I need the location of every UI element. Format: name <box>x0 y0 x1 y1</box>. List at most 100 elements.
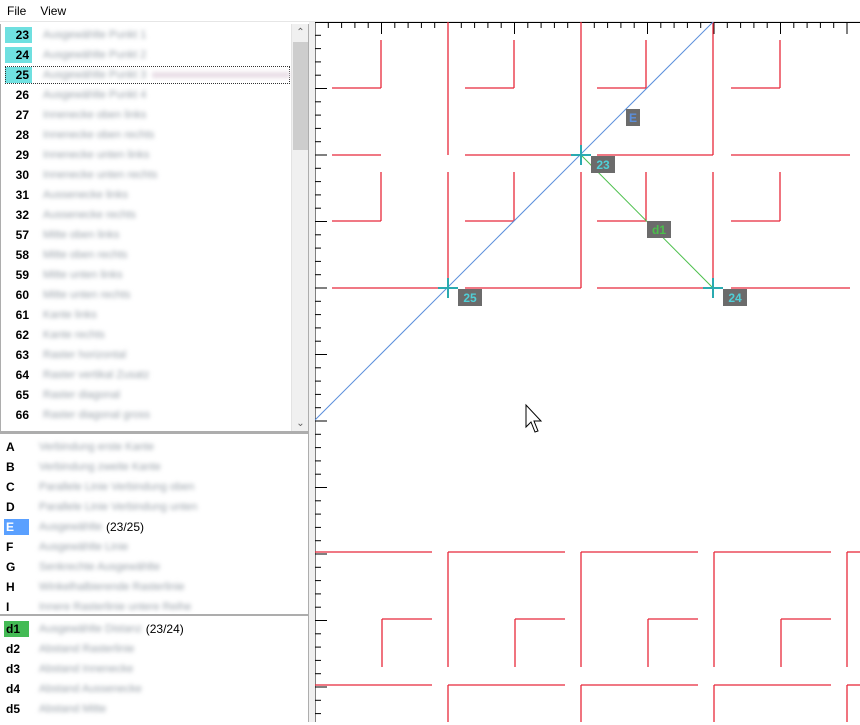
canvas-svg[interactable]: Ed1 23 24 25 <box>314 21 860 722</box>
distance-row[interactable]: d2 Abstand Rasterlinie <box>4 640 294 658</box>
line-row[interactable]: F Ausgewählte Linie <box>4 538 294 556</box>
line-tag: H <box>6 580 15 594</box>
distance-tag: d2 <box>6 642 21 656</box>
distance-desc: Abstand Innenecke <box>39 663 134 675</box>
point-row[interactable]: 57 Mitte oben links <box>5 226 290 244</box>
point-row[interactable]: 26 Ausgewählte Punkt 4 <box>5 86 290 104</box>
point-row[interactable]: 24 Ausgewählte Punkt 2 <box>5 46 290 64</box>
point-label: Ausgewählte Punkt 1 <box>43 29 147 41</box>
point-row[interactable]: 29 Innenecke unten links <box>5 146 290 164</box>
point-row[interactable]: 30 Innenecke unten rechts <box>5 166 290 184</box>
line-tag: B <box>6 460 15 474</box>
line-tag: A <box>6 440 15 454</box>
distance-tag: d3 <box>6 662 21 676</box>
point-label: Kante rechts <box>43 329 105 341</box>
line-desc: Senkrechte Ausgewählte <box>39 561 161 573</box>
point-number: 28 <box>15 128 29 142</box>
line-tag: E <box>4 519 29 535</box>
point-list-scrollbar[interactable]: ⌃ ⌄ <box>291 24 308 431</box>
point-label: Innenecke unten rechts <box>43 169 158 181</box>
distance-d1-label-bg <box>647 221 671 238</box>
point-label: Mitte unten links <box>43 269 123 281</box>
point-number: 59 <box>15 268 29 282</box>
line-row[interactable]: C Parallele Linie Verbindung oben <box>4 478 294 496</box>
point-number: 62 <box>15 328 29 342</box>
line-desc: Winkelhalbierende Rasterlinie <box>39 581 185 593</box>
point-number: 65 <box>15 388 29 402</box>
point-number: 61 <box>15 308 29 322</box>
point-row[interactable]: 25 Ausgewählte Punkt 3 <box>5 66 290 84</box>
line-e-label-bg <box>626 109 640 126</box>
distance-desc: Abstand Rasterlinie <box>39 643 135 655</box>
point-row[interactable]: 27 Innenecke oben links <box>5 106 290 124</box>
distance-list[interactable]: d1 Ausgewählte Distanz (23/24) d2 Abstand Ra… <box>0 614 309 722</box>
line-list[interactable]: A Verbindung erste Kante B Verbindung zweit… <box>0 432 309 614</box>
point-number: 29 <box>15 148 29 162</box>
point-number: 60 <box>15 288 29 302</box>
point-label: Ausgewählte Punkt 4 <box>43 89 147 101</box>
point-number: 63 <box>15 348 29 362</box>
point-row[interactable]: 28 Innenecke oben rechts <box>5 126 290 144</box>
point-row[interactable]: 64 Raster vertikal Zusatz <box>5 366 290 384</box>
line-row[interactable]: I Innere Rasterlinie untere Reihe <box>4 598 294 616</box>
line-row[interactable]: E Ausgewählte (23/25) <box>4 518 294 536</box>
distance-row[interactable]: d5 Abstand Mitte <box>4 700 294 718</box>
point-label: Innenecke oben links <box>43 109 147 121</box>
distance-extra: (23/24) <box>145 622 184 636</box>
point-row[interactable]: 23 Ausgewählte Punkt 1 <box>5 26 290 44</box>
distance-row[interactable]: d4 Abstand Aussenecke <box>4 680 294 698</box>
point-row[interactable]: 62 Kante rechts <box>5 326 290 344</box>
point-number: 24 <box>5 47 32 63</box>
point-row[interactable]: 61 Kante links <box>5 306 290 324</box>
point-label: Kante links <box>43 309 97 321</box>
distance-desc: Abstand Mitte <box>39 703 107 715</box>
point-number: 66 <box>15 408 29 422</box>
point-row[interactable]: 32 Aussenecke rechts <box>5 206 290 224</box>
line-desc: Ausgewählte Linie <box>39 541 129 553</box>
point-row[interactable]: 60 Mitte unten rechts <box>5 286 290 304</box>
line-extra: (23/25) <box>106 520 145 534</box>
scroll-thumb[interactable] <box>293 42 308 150</box>
point-number: 31 <box>15 188 29 202</box>
point-number: 23 <box>5 27 32 43</box>
distance-tag: d1 <box>4 621 29 637</box>
point-number: 25 <box>5 67 32 83</box>
line-row[interactable]: G Senkrechte Ausgewählte <box>4 558 294 576</box>
point-number: 58 <box>15 248 29 262</box>
point-row[interactable]: 63 Raster horizontal <box>5 346 290 364</box>
line-row[interactable]: B Verbindung zweite Kante <box>4 458 294 476</box>
point-label: Innenecke unten links <box>43 149 150 161</box>
point-marker-label-bg <box>591 156 615 173</box>
point-marker-label: 23 <box>596 158 610 172</box>
point-row[interactable]: 65 Raster diagonal <box>5 386 290 404</box>
point-marker-label: 24 <box>728 291 742 305</box>
point-list[interactable]: ⌃ ⌄ 23 Ausgewählte Punkt 1 24 Ausgewählte P… <box>0 24 309 432</box>
line-e-label: E <box>629 111 637 125</box>
line-tag: F <box>6 540 14 554</box>
point-row[interactable]: 31 Aussenecke links <box>5 186 290 204</box>
point-label: Aussenecke links <box>43 189 128 201</box>
line-row[interactable]: D Parallele Linie Verbindung unten <box>4 498 294 516</box>
line-row[interactable]: A Verbindung erste Kante <box>4 438 294 456</box>
point-row[interactable]: 66 Raster diagonal gross <box>5 406 290 424</box>
point-label: Mitte oben rechts <box>43 249 128 261</box>
point-label: Ausgewählte Punkt 2 <box>43 49 147 61</box>
point-row[interactable]: 58 Mitte oben rechts <box>5 246 290 264</box>
point-label: Ausgewählte Punkt 3 <box>43 69 147 81</box>
point-marker-label-bg <box>458 289 482 306</box>
menu-view[interactable]: View <box>40 3 67 18</box>
distance-row[interactable]: d3 Abstand Innenecke <box>4 660 294 678</box>
line-desc: Parallele Linie Verbindung unten <box>39 501 198 513</box>
line-desc: Verbindung zweite Kante <box>39 461 161 473</box>
point-marker-label-bg <box>723 289 747 306</box>
point-label: Mitte oben links <box>43 229 120 241</box>
menu-file[interactable]: File <box>7 3 27 18</box>
scroll-down-button[interactable]: ⌄ <box>296 418 305 429</box>
distance-row[interactable]: d1 Ausgewählte Distanz (23/24) <box>4 620 294 638</box>
line-row[interactable]: H Winkelhalbierende Rasterlinie <box>4 578 294 596</box>
distance-tag: d4 <box>6 682 21 696</box>
scroll-up-button[interactable]: ⌃ <box>296 27 305 38</box>
point-number: 26 <box>15 88 29 102</box>
point-row[interactable]: 59 Mitte unten links <box>5 266 290 284</box>
